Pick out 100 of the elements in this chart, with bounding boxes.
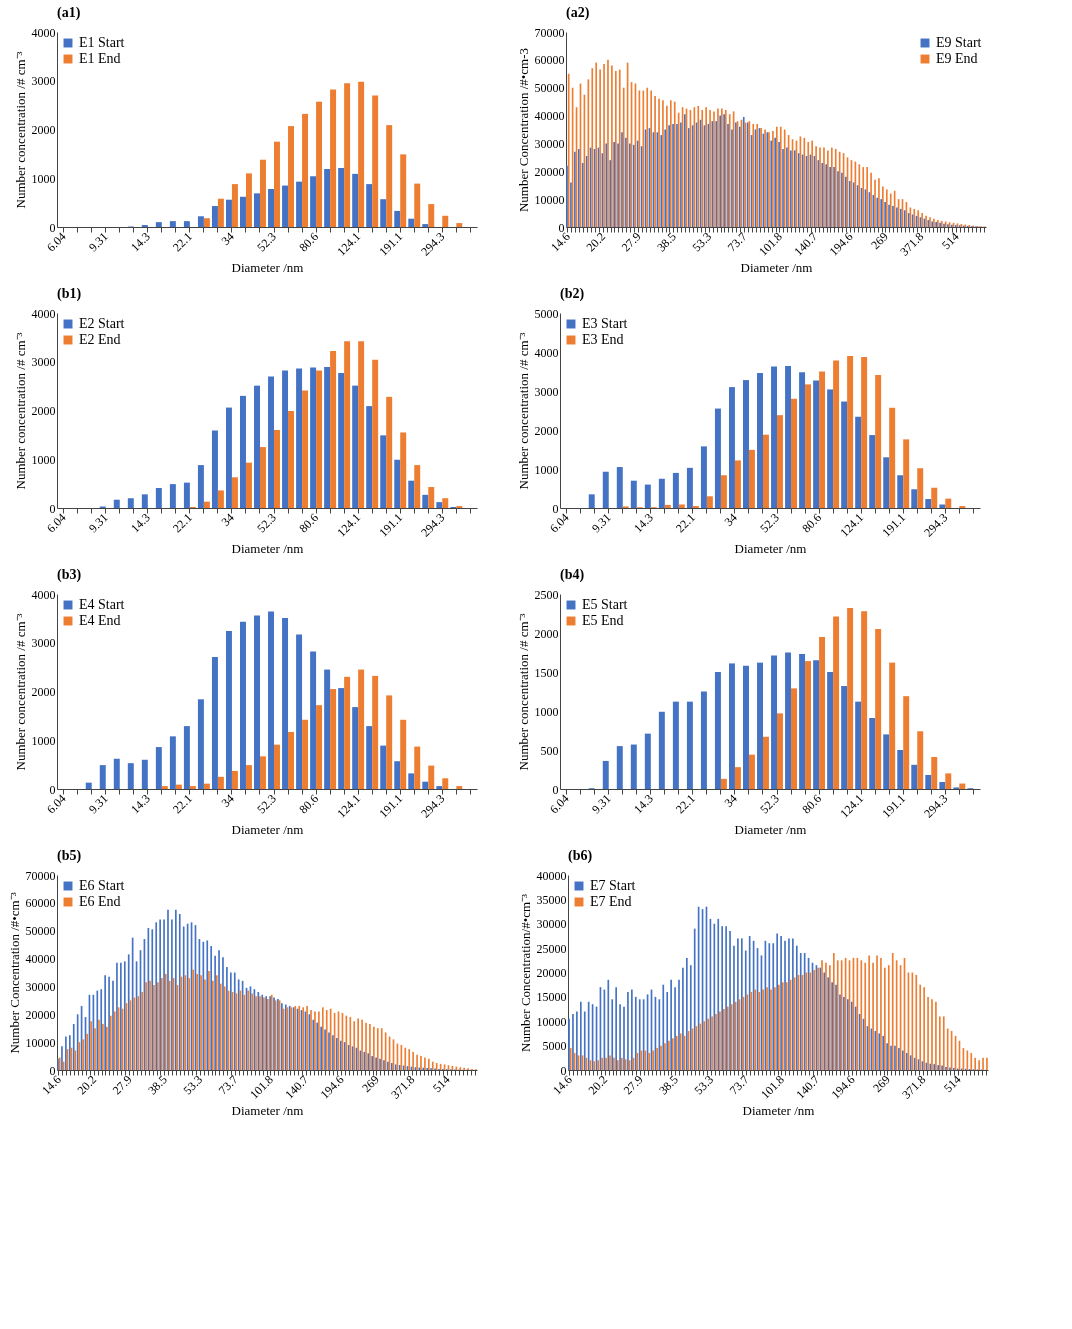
x-tick-label: 27.9	[618, 229, 644, 255]
y-tick-label: 2000	[534, 423, 559, 438]
y-tick-label: 10000	[25, 1035, 56, 1050]
x-tick-label: 9.31	[85, 791, 111, 817]
x-tick-label: 52.3	[254, 791, 279, 817]
legend-label: E1 End	[79, 51, 121, 66]
y-tick-label: 3000	[534, 384, 559, 399]
x-tick-label: 38.5	[656, 1072, 681, 1098]
x-tick-label: 14.3	[128, 791, 153, 817]
legend-label: E7 End	[590, 894, 632, 909]
x-tick-label: 20.2	[583, 229, 609, 255]
y-tick-label: 3000	[31, 355, 56, 370]
y-tick-label: 2000	[31, 123, 56, 137]
y-tick-label: 0	[552, 501, 559, 516]
x-tick-label: 22.1	[170, 229, 195, 255]
x-tick-label: 34	[721, 791, 740, 810]
x-tick-label: 34	[218, 510, 237, 529]
y-tick-label: 3000	[31, 636, 56, 651]
y-tick-label: 60000	[534, 53, 565, 68]
x-tick-label: 80.6	[296, 510, 322, 536]
x-tick-label: 20.2	[74, 1072, 100, 1098]
x-tick-label: 34	[721, 510, 740, 529]
x-axis-title: Diameter /nm	[734, 821, 807, 837]
x-tick-label: 514	[429, 1072, 453, 1096]
y-axis-title: Number Concentration /#•cm⁻³	[6, 892, 22, 1054]
x-tick-label: 34	[218, 791, 237, 810]
x-axis-title: Diameter /nm	[231, 821, 304, 837]
y-tick-label: 0	[552, 782, 559, 797]
x-tick-label: 73.7	[726, 1072, 752, 1098]
y-tick-label: 40000	[534, 109, 565, 124]
y-tick-label: 2000	[31, 404, 56, 418]
chart-title: (b6)	[568, 848, 593, 864]
x-tick-label: 52.3	[254, 510, 279, 536]
y-tick-label: 60000	[25, 896, 56, 911]
y-tick-label: 0	[49, 501, 56, 516]
chart-title: (b5)	[57, 848, 82, 864]
x-tick-label: 52.3	[254, 229, 279, 255]
x-tick-label: 269	[359, 1072, 382, 1096]
y-tick-label: 1000	[31, 452, 56, 467]
y-axis-title: Number concentration /# cm⁻³	[12, 332, 28, 490]
x-tick-label: 53.3	[689, 229, 715, 255]
x-tick-label: 80.6	[799, 510, 825, 536]
x-tick-label: 20.2	[585, 1072, 611, 1098]
y-tick-label: 50000	[534, 81, 565, 96]
y-axis-title: Number concentration /# cm⁻³	[515, 332, 531, 490]
y-tick-label: 2000	[31, 685, 56, 699]
y-tick-label: 4000	[31, 587, 56, 602]
x-axis-title: Diameter /nm	[231, 259, 304, 275]
chart-title: (a1)	[57, 5, 81, 21]
x-tick-label: 52.3	[757, 791, 782, 817]
x-tick-label: 514	[938, 229, 962, 253]
y-tick-label: 30000	[534, 136, 565, 151]
legend-label: E9 Start	[936, 35, 982, 50]
y-tick-label: 10000	[536, 1014, 567, 1029]
y-tick-label: 0	[49, 220, 56, 235]
x-tick-label: 9.31	[85, 229, 111, 255]
x-tick-label: 9.31	[588, 791, 614, 817]
x-axis-title: Diameter /nm	[734, 540, 807, 556]
chart-title: (b4)	[560, 567, 585, 583]
x-tick-label: 269	[870, 1072, 893, 1096]
legend-label: E3 Start	[582, 316, 628, 331]
x-tick-label: 22.1	[673, 791, 698, 817]
legend-label: E1 Start	[79, 35, 125, 50]
legend-label: E7 Start	[590, 878, 636, 893]
x-tick-label: 14.3	[128, 229, 153, 255]
x-tick-label: 80.6	[296, 229, 322, 255]
x-tick-label: 53.3	[180, 1072, 206, 1098]
x-tick-label: 52.3	[757, 510, 782, 536]
x-tick-label: 53.3	[691, 1072, 717, 1098]
y-tick-label: 1000	[31, 733, 56, 748]
x-tick-label: 27.9	[620, 1072, 646, 1098]
chart-title: (a2)	[566, 5, 590, 21]
y-tick-label: 3000	[31, 74, 56, 89]
y-tick-label: 2500	[534, 587, 559, 602]
y-axis-title: Number concentration /# cm⁻³	[515, 613, 531, 771]
y-tick-label: 1000	[534, 462, 559, 477]
y-tick-label: 10000	[534, 192, 565, 207]
chart-title: (b2)	[560, 286, 585, 302]
y-tick-label: 15000	[536, 990, 567, 1005]
chart-title: (b3)	[57, 567, 82, 583]
y-tick-label: 4000	[534, 345, 559, 360]
x-tick-label: 9.31	[85, 510, 111, 536]
y-tick-label: 20000	[534, 164, 565, 179]
x-tick-label: 22.1	[673, 510, 698, 536]
legend-label: E5 Start	[582, 597, 628, 612]
legend-label: E5 End	[582, 613, 624, 628]
y-axis-title: Number Concentration/#•cm⁻³	[517, 893, 533, 1052]
y-tick-label: 0	[49, 782, 56, 797]
legend-label: E6 Start	[79, 878, 125, 893]
legend-label: E4 End	[79, 613, 121, 628]
y-tick-label: 1500	[534, 665, 559, 680]
y-tick-label: 500	[540, 743, 559, 758]
legend-label: E4 Start	[79, 597, 125, 612]
legend-label: E3 End	[582, 332, 624, 347]
x-axis-title: Diameter /nm	[742, 1102, 815, 1118]
y-tick-label: 25000	[536, 941, 567, 956]
x-tick-label: 22.1	[170, 791, 195, 817]
x-axis-title: Diameter /nm	[231, 540, 304, 556]
y-tick-label: 40000	[25, 952, 56, 967]
legend-label: E9 End	[936, 51, 978, 66]
